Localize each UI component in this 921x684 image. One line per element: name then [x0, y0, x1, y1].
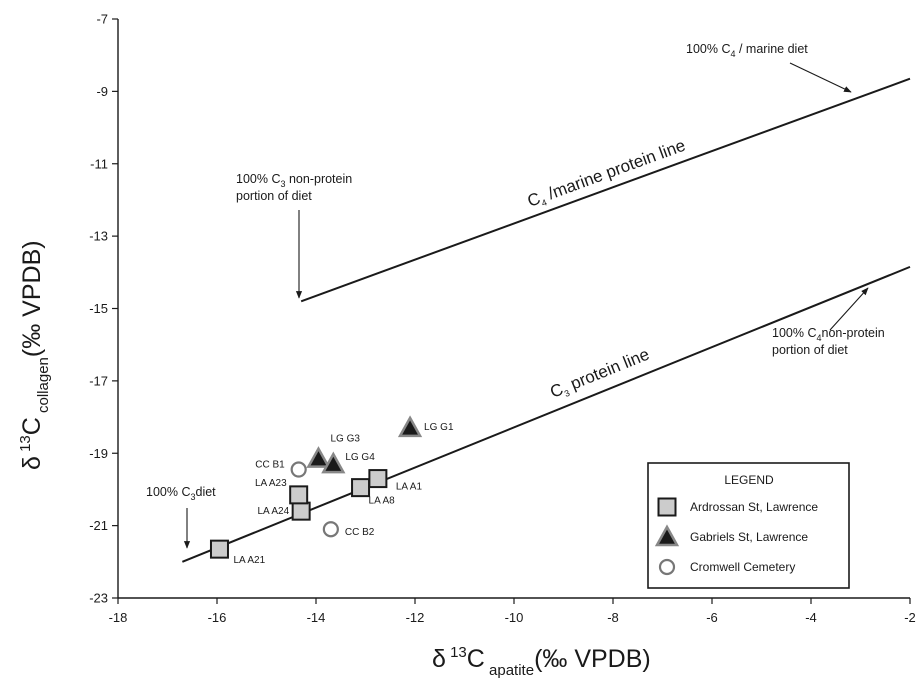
line-label-c4: C4 /marine protein line [525, 136, 689, 213]
annotation-c4marine: 100% C4 / marine diet [686, 42, 808, 59]
annotation-c3nonprot: portion of diet [236, 189, 312, 203]
point-label: CC B2 [345, 527, 375, 538]
x-tick-label: -12 [406, 610, 425, 625]
x-tick-label: -16 [208, 610, 227, 625]
x-tick-label: -18 [109, 610, 128, 625]
data-point [290, 461, 307, 478]
point-label: LG G4 [345, 452, 375, 463]
y-tick-label: -11 [90, 156, 108, 171]
point-label: LA A8 [369, 496, 396, 507]
y-tick-label: -17 [89, 373, 108, 388]
data-point [306, 446, 331, 468]
legend-label: Cromwell Cemetery [690, 560, 795, 574]
x-tick-label: -4 [805, 610, 817, 625]
point-label: LA A23 [255, 478, 287, 489]
arrow-c4nonprot [829, 287, 869, 331]
x-tick-label: -2 [904, 610, 916, 625]
x-axis-title: δ 13C apatite(‰ VPDB) [432, 644, 651, 679]
point-label: LA A1 [396, 482, 423, 493]
point-label: LA A24 [257, 506, 289, 517]
data-point [289, 485, 309, 505]
point-label: LG G3 [330, 434, 360, 445]
arrow-c4marine [789, 62, 852, 93]
y-axis-title: δ 13C collagen(‰ VPDB) [17, 240, 52, 470]
legend-marker [657, 497, 677, 517]
x-tick-label: -8 [607, 610, 619, 625]
legend-marker [654, 524, 680, 547]
point-label: LA A21 [233, 555, 265, 566]
annotation-c3diet: 100% C3diet [146, 485, 216, 502]
data-point [291, 501, 311, 521]
point-label: LG G1 [424, 422, 454, 433]
y-tick-label: -9 [96, 84, 108, 99]
data-point [368, 469, 388, 489]
data-point [322, 521, 339, 538]
data-point [321, 451, 346, 474]
legend-title: LEGEND [724, 473, 774, 487]
line-c4 [300, 77, 911, 303]
legend-label: Gabriels St, Lawrence [690, 530, 808, 544]
y-tick-label: -21 [89, 518, 108, 533]
data-point [351, 478, 371, 498]
line-label-c3: C3 protein line [547, 345, 652, 404]
data-point [209, 539, 229, 559]
legend: LEGEND Ardrossan St, Lawrence Gabriels St,… [647, 462, 850, 589]
legend-box [647, 462, 850, 589]
y-tick-label: -23 [89, 591, 108, 606]
y-tick-label: -13 [89, 229, 108, 244]
legend-label: Ardrossan St, Lawrence [690, 500, 818, 514]
y-tick-label: -15 [89, 301, 108, 316]
legend-marker [658, 558, 676, 576]
annotation-c4nonprot: 100% C4non-protein [772, 326, 885, 343]
y-tick-label: -7 [96, 12, 108, 27]
x-tick-label: -14 [307, 610, 326, 625]
annotation-c4nonprot: portion of diet [772, 343, 848, 357]
x-tick-label: -10 [505, 610, 524, 625]
data-point [397, 415, 423, 438]
annotation-c3nonprot: 100% C3 non-protein [236, 172, 352, 189]
point-label: CC B1 [255, 460, 285, 471]
x-tick-label: -6 [706, 610, 718, 625]
y-tick-label: -19 [89, 446, 108, 461]
